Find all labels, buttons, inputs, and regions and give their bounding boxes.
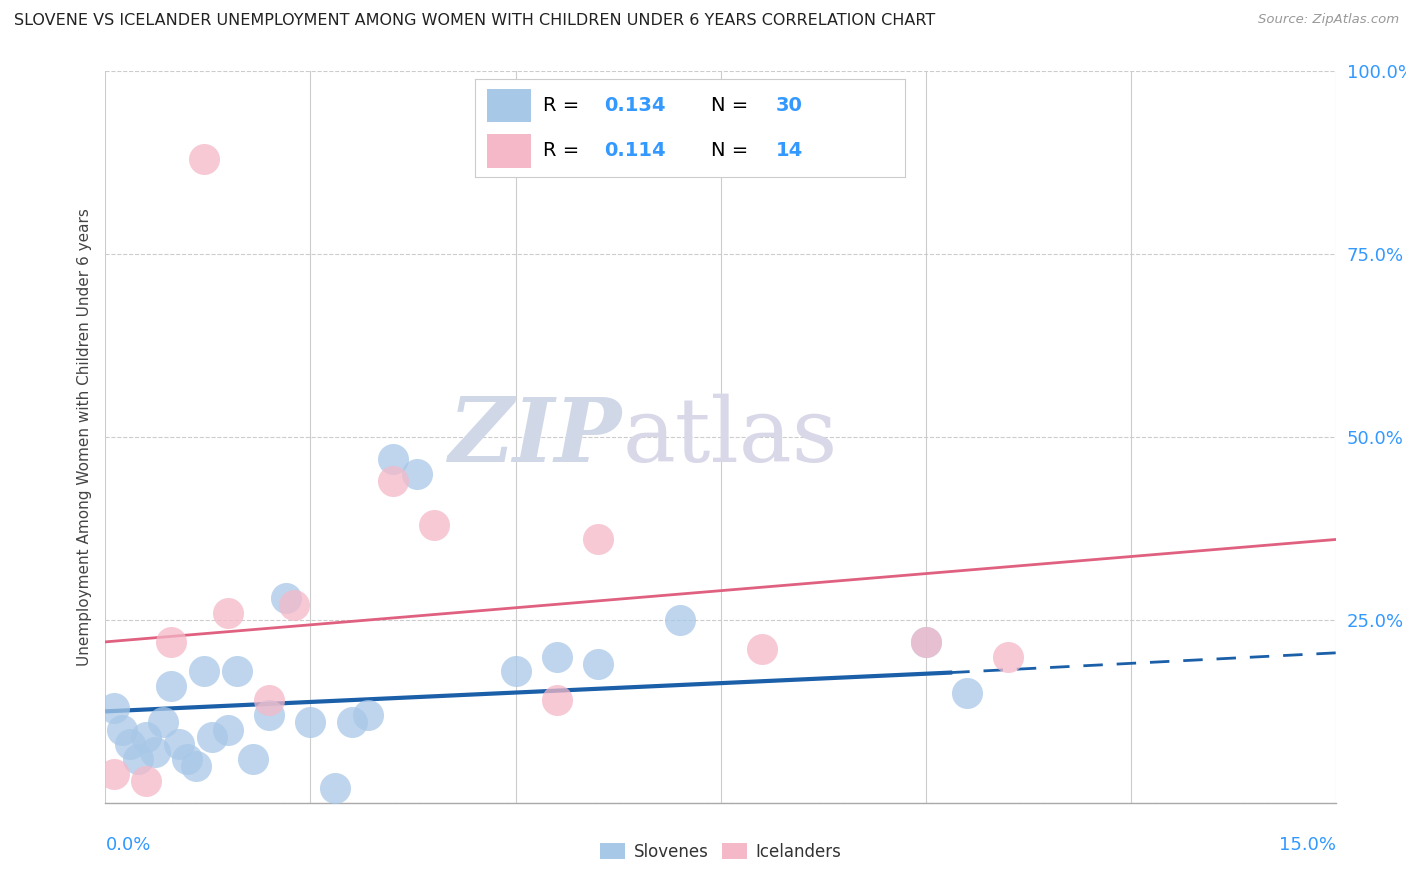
Point (160, 635, 183, 649)
Point (111, 723, 134, 737)
Point (997, 649, 1019, 664)
Point (201, 730, 224, 744)
Point (956, 686, 979, 700)
Point (283, 599, 305, 613)
Text: 15.0%: 15.0% (1278, 836, 1336, 854)
Point (259, 708, 281, 723)
Point (406, 467, 429, 481)
Point (135, 773, 157, 788)
Point (586, 533, 609, 547)
Text: SLOVENE VS ICELANDER UNEMPLOYMENT AMONG WOMEN WITH CHILDREN UNDER 6 YEARS CORREL: SLOVENE VS ICELANDER UNEMPLOYMENT AMONG … (14, 13, 935, 29)
Point (381, 474, 404, 488)
Point (323, 781, 346, 796)
Point (176, 752, 198, 766)
Point (218, 606, 240, 620)
Point (546, 649, 568, 664)
Point (422, 517, 444, 532)
Point (357, 708, 380, 723)
Point (259, 693, 281, 707)
Point (914, 635, 936, 649)
Text: 0.0%: 0.0% (105, 836, 150, 854)
Point (586, 657, 609, 671)
Point (143, 745, 166, 759)
Point (751, 642, 773, 657)
Text: ZIP: ZIP (449, 394, 621, 480)
Point (299, 715, 322, 730)
Point (120, 737, 141, 751)
Point (127, 752, 149, 766)
Point (135, 730, 157, 744)
Point (218, 723, 240, 737)
Text: atlas: atlas (621, 393, 838, 481)
Point (274, 591, 297, 605)
Point (340, 715, 363, 730)
Point (169, 737, 191, 751)
Point (103, 766, 125, 780)
Legend: Slovenes, Icelanders: Slovenes, Icelanders (593, 837, 848, 868)
Point (160, 679, 183, 693)
Point (225, 664, 247, 678)
Point (103, 700, 125, 714)
Point (381, 452, 404, 467)
Point (193, 152, 215, 166)
Y-axis label: Unemployment Among Women with Children Under 6 years: Unemployment Among Women with Children U… (76, 208, 91, 666)
Point (505, 664, 527, 678)
Point (184, 759, 207, 773)
Point (242, 752, 264, 766)
Point (546, 693, 568, 707)
Point (914, 635, 936, 649)
Text: Source: ZipAtlas.com: Source: ZipAtlas.com (1258, 13, 1399, 27)
Point (193, 664, 215, 678)
Point (152, 715, 174, 730)
Point (668, 613, 690, 627)
